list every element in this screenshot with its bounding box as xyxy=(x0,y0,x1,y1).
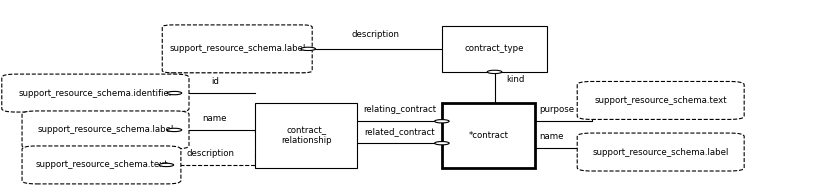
FancyBboxPatch shape xyxy=(442,103,535,168)
Circle shape xyxy=(301,47,315,51)
Text: description: description xyxy=(187,149,235,158)
Text: related_contract: related_contract xyxy=(364,127,435,136)
FancyBboxPatch shape xyxy=(162,25,313,73)
Text: support_resource_schema.label: support_resource_schema.label xyxy=(592,148,729,157)
Circle shape xyxy=(159,163,174,167)
Circle shape xyxy=(167,91,182,95)
Text: support_resource_schema.text: support_resource_schema.text xyxy=(36,160,168,169)
Text: *contract: *contract xyxy=(468,131,509,140)
FancyBboxPatch shape xyxy=(442,26,547,72)
Text: support_resource_schema.label: support_resource_schema.label xyxy=(37,125,174,134)
FancyBboxPatch shape xyxy=(22,146,181,184)
Text: support_resource_schema.text: support_resource_schema.text xyxy=(595,96,727,105)
Text: contract_type: contract_type xyxy=(465,44,524,53)
Circle shape xyxy=(434,120,449,123)
Text: description: description xyxy=(351,30,399,39)
FancyBboxPatch shape xyxy=(577,81,744,119)
Circle shape xyxy=(434,142,449,145)
Text: purpose: purpose xyxy=(539,105,574,114)
Text: support_resource_schema.identifier: support_resource_schema.identifier xyxy=(18,89,173,98)
Text: relating_contract: relating_contract xyxy=(363,105,436,114)
Circle shape xyxy=(487,70,502,74)
Text: name: name xyxy=(539,132,564,141)
FancyBboxPatch shape xyxy=(577,133,744,171)
Text: id: id xyxy=(211,77,219,86)
FancyBboxPatch shape xyxy=(166,26,308,72)
Text: name: name xyxy=(203,114,227,123)
Text: support_resource_schema.label: support_resource_schema.label xyxy=(169,44,305,53)
Text: contract_
relationship: contract_ relationship xyxy=(281,126,332,145)
FancyBboxPatch shape xyxy=(256,103,356,168)
FancyBboxPatch shape xyxy=(2,74,189,112)
Text: kind: kind xyxy=(507,75,525,84)
FancyBboxPatch shape xyxy=(22,111,189,149)
Circle shape xyxy=(167,128,182,132)
